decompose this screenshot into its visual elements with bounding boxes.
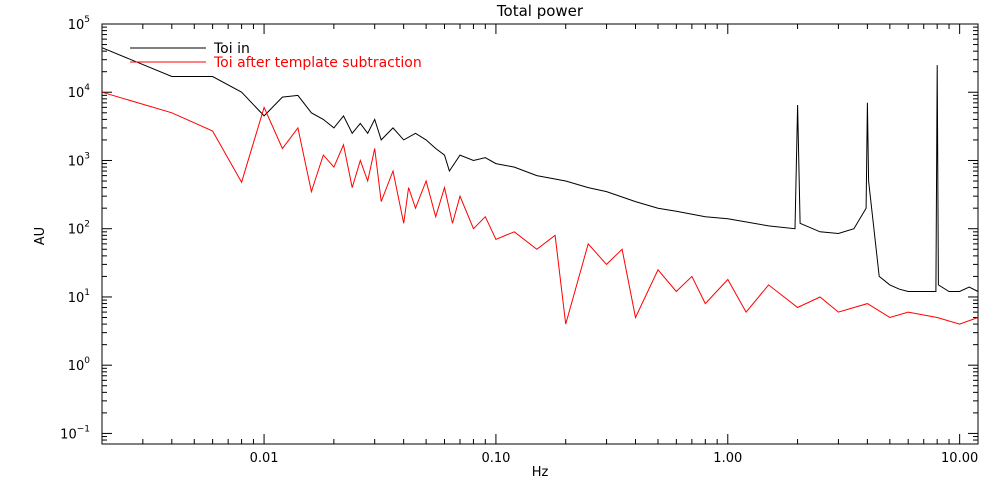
y-axis-label: AU bbox=[33, 227, 48, 245]
y-tick-label: 105 bbox=[68, 15, 90, 33]
x-tick-label: 1.00 bbox=[713, 451, 742, 466]
y-tick-label: 101 bbox=[68, 288, 90, 306]
chart-title: Total power bbox=[496, 2, 584, 20]
x-tick-label: 0.01 bbox=[250, 451, 279, 466]
plot-frame bbox=[101, 23, 979, 445]
y-tick-label: 103 bbox=[68, 151, 90, 169]
y-tick-label: 10−1 bbox=[60, 424, 90, 442]
series-layer bbox=[101, 47, 979, 325]
series-line-toi-in bbox=[101, 47, 979, 292]
axis-ticks bbox=[101, 23, 978, 445]
x-axis-label: Hz bbox=[532, 465, 549, 480]
x-tick-label: 10.00 bbox=[941, 451, 978, 466]
y-tick-label: 100 bbox=[68, 356, 91, 374]
legend: Toi in Toi after template subtraction bbox=[130, 41, 422, 71]
series-line-toi-after-template-subtraction bbox=[101, 91, 979, 325]
x-tick-labels: 0.01 0.10 1.00 10.00 bbox=[250, 451, 979, 466]
x-tick-label: 0.10 bbox=[481, 451, 510, 466]
legend-label-toi-after: Toi after template subtraction bbox=[213, 55, 422, 71]
y-tick-label: 102 bbox=[68, 220, 90, 238]
y-tick-labels: 10−1 100 101 102 103 104 105 bbox=[60, 15, 90, 442]
y-tick-label: 104 bbox=[68, 83, 91, 101]
legend-label-toi-in: Toi in bbox=[213, 41, 250, 57]
